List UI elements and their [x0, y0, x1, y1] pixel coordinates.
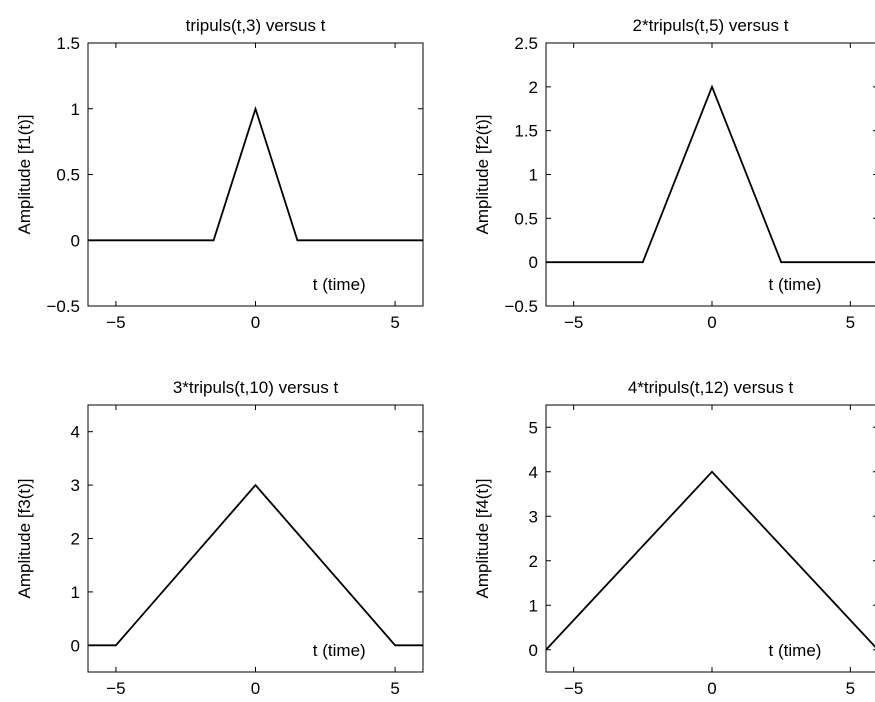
- chart-panel-3: −5 0 5 0 1 2 3 4 3*tripuls(t,10) versus t Amplitu…: [15, 378, 424, 698]
- y-tick-label: 0: [529, 641, 538, 660]
- chart-title: 3*tripuls(t,10) versus t: [173, 378, 339, 397]
- y-tick-label: 0: [529, 253, 538, 272]
- x-tick-label: −5: [106, 679, 125, 698]
- y-tick-label: 1: [529, 596, 538, 615]
- y-tick-label: 1.5: [56, 34, 80, 53]
- y-tick-label: 1: [529, 166, 538, 185]
- y-axis-label: Amplitude [f4(t)]: [473, 479, 492, 599]
- axes-frame: [545, 42, 875, 307]
- x-tick-label: −5: [564, 679, 583, 698]
- y-tick-label: 0: [71, 636, 80, 655]
- x-tick-label: −5: [106, 313, 125, 332]
- chart-panel-1: −5 0 5 −0.5 0 0.5 1 1.5 tripuls(t,3) versus t Amp…: [15, 16, 424, 332]
- series-line: [545, 470, 875, 651]
- y-tick-label: 0: [71, 231, 80, 250]
- y-tick-label: −0.5: [46, 297, 80, 316]
- y-tick-label: 0.5: [514, 209, 538, 228]
- y-tick-label: 3: [71, 476, 80, 495]
- y-tick-label: 1: [71, 100, 80, 119]
- axes-frame: [545, 404, 875, 673]
- x-axis-label: t (time): [313, 275, 366, 294]
- series-line: [88, 483, 423, 647]
- x-tick-label: 5: [390, 313, 399, 332]
- x-tick-label: 5: [846, 679, 855, 698]
- y-tick-label: 5: [529, 418, 538, 437]
- chart-title: 4*tripuls(t,12) versus t: [628, 378, 794, 397]
- x-tick-label: 5: [390, 679, 399, 698]
- x-axis-label: t (time): [313, 641, 366, 660]
- y-tick-label: 2.5: [514, 34, 538, 53]
- x-tick-label: 0: [707, 313, 716, 332]
- axes-frame: [87, 404, 424, 673]
- y-tick-label: 0.5: [56, 166, 80, 185]
- y-tick-label: 1: [71, 583, 80, 602]
- chart-panel-2: −5 0 5 −0.5 0 0.5 1 1.5 2 2.5 2*tripuls(t,5) versu…: [473, 16, 875, 332]
- y-tick-label: 4: [529, 463, 538, 482]
- y-axis-label: Amplitude [f2(t)]: [473, 115, 492, 235]
- x-axis-label: t (time): [769, 275, 822, 294]
- y-tick-label: 2: [529, 78, 538, 97]
- y-tick-label: 2: [71, 530, 80, 549]
- y-tick-label: −0.5: [504, 297, 538, 316]
- series-line: [546, 84, 875, 264]
- x-tick-label: 0: [251, 313, 260, 332]
- axes-frame: [87, 42, 424, 307]
- y-tick-label: 3: [529, 507, 538, 526]
- chart-title: 2*tripuls(t,5) versus t: [633, 16, 789, 35]
- chart-title: tripuls(t,3) versus t: [186, 16, 326, 35]
- y-tick-label: 1.5: [514, 122, 538, 141]
- y-tick-label: 2: [529, 552, 538, 571]
- x-tick-label: −5: [564, 313, 583, 332]
- chart-panel-4: −5 0 5 0 1 2 3 4 5 4*tripuls(t,12) versus t Amplit…: [473, 378, 875, 698]
- y-axis-label: Amplitude [f1(t)]: [15, 115, 34, 235]
- x-tick-label: 0: [707, 679, 716, 698]
- x-tick-label: 0: [251, 679, 260, 698]
- x-tick-label: 5: [846, 313, 855, 332]
- series-line: [88, 105, 423, 242]
- x-axis-label: t (time): [769, 641, 822, 660]
- y-axis-label: Amplitude [f3(t)]: [15, 479, 34, 599]
- y-tick-label: 4: [71, 423, 80, 442]
